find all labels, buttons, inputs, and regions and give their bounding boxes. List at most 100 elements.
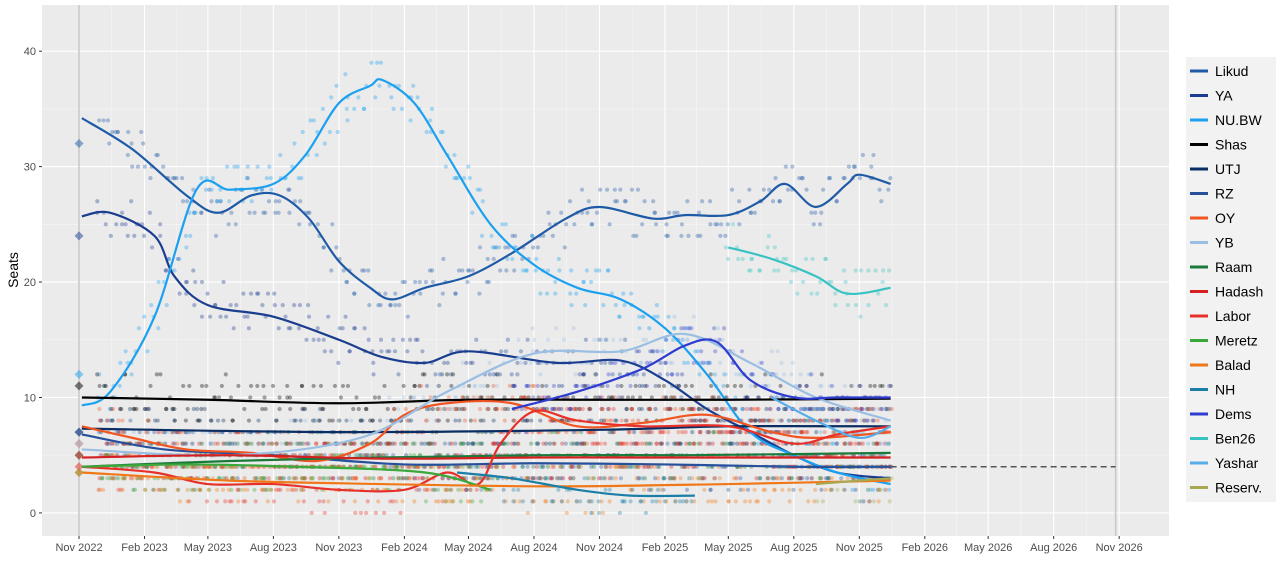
poll-dot-hadash <box>392 441 398 446</box>
poll-dot-ya <box>515 360 520 365</box>
poll-dot-labor <box>687 418 692 423</box>
poll-dot-likud <box>623 199 628 204</box>
poll-dot-meretz <box>460 464 465 469</box>
poll-dot-ya <box>698 418 703 423</box>
poll-dot-utj <box>375 453 380 458</box>
poll-dot-balad <box>465 499 471 504</box>
poll-dot-nu-bw <box>455 176 460 181</box>
poll-dot-yashar <box>786 418 791 423</box>
poll-dot-hadash <box>274 441 279 446</box>
poll-dot-yb <box>355 453 360 458</box>
poll-dot-yashar <box>825 418 830 423</box>
poll-dot-likud <box>748 210 753 215</box>
poll-dot-likud <box>191 187 196 192</box>
poll-dot-nh <box>520 499 526 504</box>
y-tick-label: 0 <box>30 508 36 520</box>
poll-dot-raam <box>162 487 167 492</box>
poll-dot-nh <box>603 487 608 492</box>
poll-dot-nu-bw <box>605 268 611 273</box>
poll-dot-yb <box>425 406 430 412</box>
poll-dot-hadash <box>328 453 333 458</box>
poll-dot-shas <box>683 383 688 389</box>
poll-dot-likud <box>107 141 112 146</box>
poll-dot-labor <box>889 406 894 412</box>
poll-dot-shas <box>486 406 491 412</box>
poll-dot-likud <box>695 233 700 238</box>
poll-dot-ya <box>347 349 352 354</box>
poll-dot-yb <box>819 383 824 389</box>
legend-label: Shas <box>1215 137 1247 153</box>
poll-dot-shas <box>212 395 217 400</box>
poll-dot-rz <box>574 441 579 446</box>
poll-dot-nu-bw <box>478 187 483 192</box>
poll-dot-raam <box>765 476 770 481</box>
poll-dot-shas <box>430 406 435 412</box>
poll-dot-shas <box>689 383 694 389</box>
poll-dot-likud <box>477 245 483 250</box>
poll-dot-rz <box>787 476 792 481</box>
poll-dot-likud <box>888 176 893 181</box>
poll-dot-dems <box>759 360 764 365</box>
poll-dot-oy <box>300 476 306 481</box>
poll-dot-nu-bw <box>693 349 698 354</box>
poll-dot-nh <box>464 487 470 492</box>
trend-line-oy <box>81 399 891 463</box>
poll-dot-ya <box>556 383 562 389</box>
poll-dot-raam <box>758 476 763 481</box>
poll-dot-labor <box>484 464 489 469</box>
poll-dot-rz <box>105 418 110 423</box>
poll-dot-rz <box>779 476 784 481</box>
poll-dot-nu-bw <box>521 268 526 273</box>
poll-dot-balad <box>185 487 190 492</box>
poll-dot-yb <box>818 383 823 389</box>
poll-dot-utj <box>360 418 365 423</box>
poll-dot-yb <box>381 441 386 446</box>
poll-dot-dems <box>650 349 655 354</box>
poll-dot-rz <box>646 487 651 492</box>
poll-dot-likud <box>590 222 595 227</box>
poll-dot-likud <box>813 210 818 215</box>
poll-dot-balad <box>767 499 772 504</box>
poll-dot-ya <box>316 337 321 342</box>
poll-dot-ya <box>129 199 134 204</box>
poll-dot-balad <box>269 487 274 492</box>
poll-dot-likud <box>846 164 851 169</box>
poll-dot-balad <box>648 487 653 492</box>
poll-dot-utj <box>678 441 684 446</box>
poll-dot-likud <box>362 268 367 273</box>
poll-dot-balad <box>98 487 103 492</box>
poll-dot-nu-bw <box>569 268 574 273</box>
poll-dot-rz <box>201 464 206 469</box>
poll-dot-nu-bw <box>218 187 223 192</box>
poll-dot-rz <box>684 487 690 492</box>
poll-dot-balad <box>339 476 344 481</box>
poll-dot-oy <box>847 441 852 446</box>
poll-dot-nu-bw <box>255 164 260 169</box>
poll-dot-utj <box>224 441 230 446</box>
poll-dot-nu-bw <box>125 360 130 365</box>
poll-dot-likud <box>589 222 594 227</box>
poll-dot-hadash <box>526 476 531 481</box>
poll-dot-rz <box>278 476 283 481</box>
poll-dot-utj <box>143 406 148 412</box>
poll-dot-oy <box>454 406 459 412</box>
poll-dot-balad <box>493 464 498 469</box>
poll-dot-yb <box>660 349 665 354</box>
poll-dot-utj <box>677 441 683 446</box>
poll-dot-shas <box>818 406 823 412</box>
poll-dot-likud <box>672 210 677 215</box>
poll-dot-meretz <box>458 499 463 504</box>
poll-dot-raam <box>461 441 466 446</box>
poll-dot-utj <box>623 418 629 423</box>
poll-dot-nu-bw <box>868 487 873 492</box>
poll-dot-utj <box>466 441 471 446</box>
x-tick-label: Aug 2024 <box>510 542 557 554</box>
poll-dot-hadash <box>118 430 123 435</box>
poll-dot-oy <box>678 406 683 412</box>
poll-dot-likud <box>287 210 292 215</box>
poll-dot-nh <box>501 499 506 504</box>
poll-dot-yb <box>798 372 803 377</box>
poll-dot-likud <box>97 118 102 123</box>
poll-dot-balad <box>772 487 777 492</box>
poll-dot-likud <box>292 199 298 204</box>
